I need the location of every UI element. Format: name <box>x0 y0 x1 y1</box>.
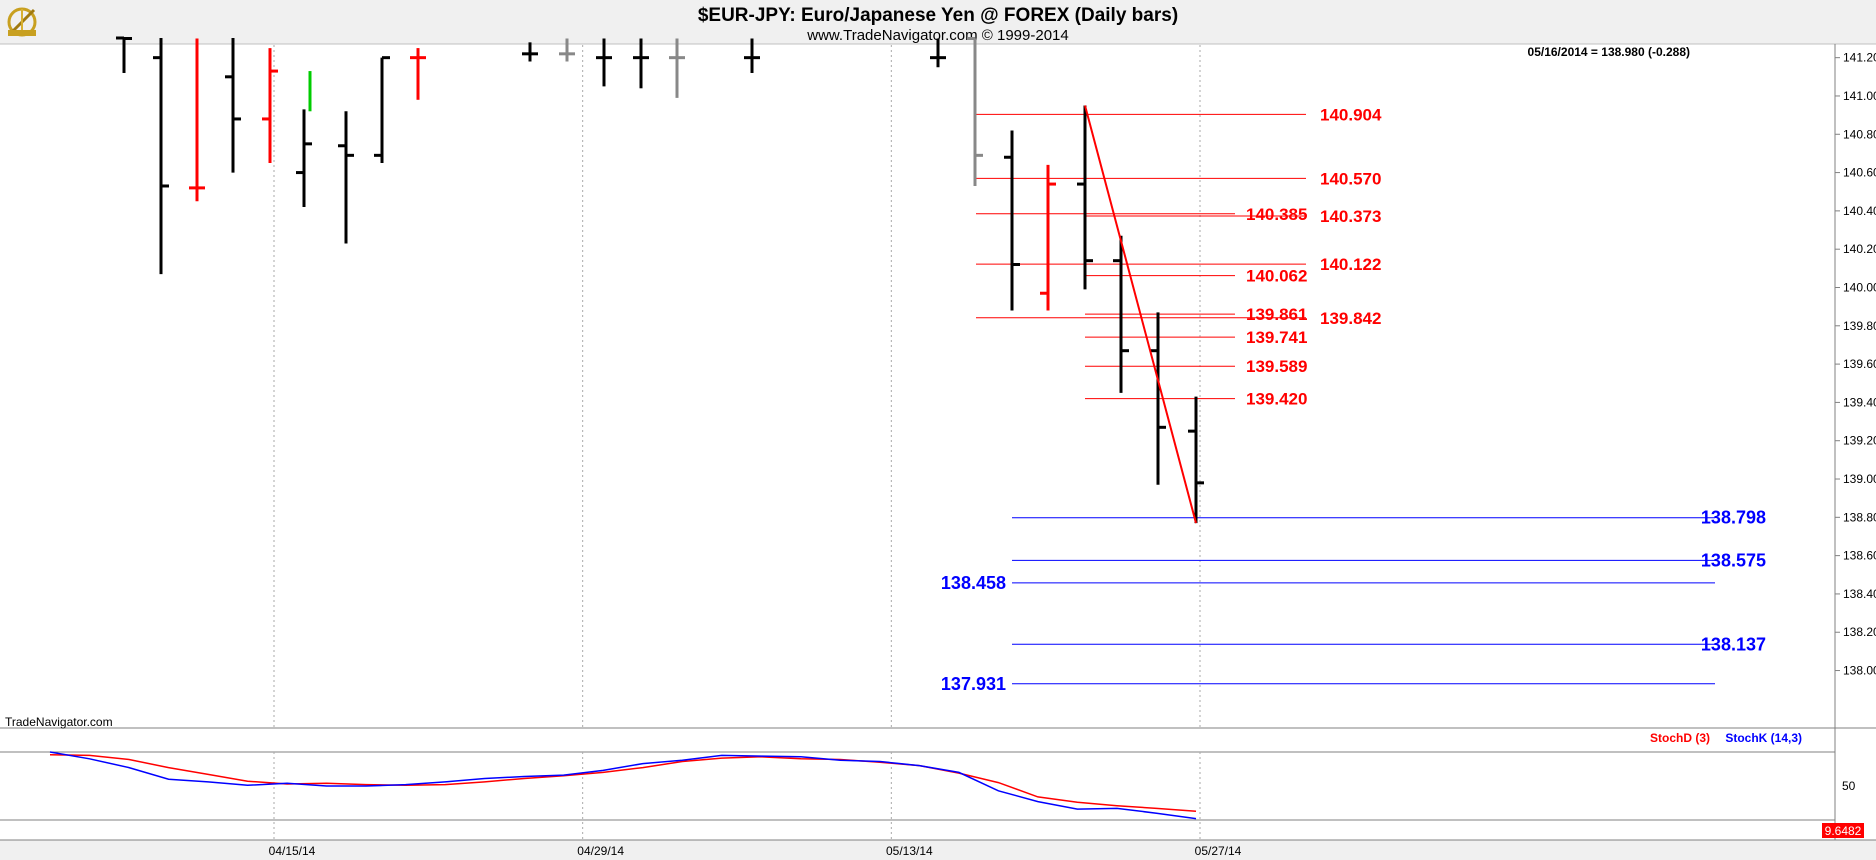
y-tick-label: 138.600 <box>1843 549 1876 563</box>
grid-layer <box>273 45 1201 840</box>
resistance-label: 140.570 <box>1320 169 1381 188</box>
x-tick-label: 05/13/14 <box>886 844 933 858</box>
ohlc-bar[interactable] <box>153 38 169 275</box>
trendline-layer <box>1084 105 1197 524</box>
resistance-label: 139.420 <box>1246 390 1307 409</box>
ohlc-bar[interactable] <box>374 56 390 163</box>
ohlc-bar[interactable] <box>1188 396 1204 524</box>
y-tick-label: 139.200 <box>1843 434 1876 448</box>
y-tick-label: 141.000 <box>1843 89 1876 103</box>
support-label: 137.931 <box>941 674 1006 694</box>
ohlc-bar[interactable] <box>930 38 946 68</box>
y-tick-label: 140.400 <box>1843 204 1876 218</box>
ohlc-bar[interactable] <box>559 38 575 62</box>
stochastic-panel <box>49 751 1197 820</box>
x-tick-label: 04/15/14 <box>269 844 316 858</box>
price-readout: 05/16/2014 = 138.980 (-0.288) <box>1528 45 1690 59</box>
ohlc-bar[interactable] <box>338 111 354 244</box>
y-tick-label: 140.000 <box>1843 280 1876 294</box>
y-tick-label: 138.800 <box>1843 510 1876 524</box>
watermark: TradeNavigator.com <box>5 715 113 729</box>
ohlc-bar[interactable] <box>225 38 241 173</box>
support-label: 138.458 <box>941 573 1006 593</box>
header-bar <box>0 0 1876 44</box>
ohlc-bar[interactable] <box>1113 235 1129 393</box>
y-axis-ticks: 138.000 138.200 138.400 138.600 138.800 139.0… <box>1835 51 1876 678</box>
ohlc-bar[interactable] <box>522 42 538 62</box>
sextant-icon <box>7 7 37 37</box>
resistance-label: 140.385 <box>1246 205 1307 224</box>
x-tick-label: 05/27/14 <box>1195 844 1242 858</box>
ohlc-bar[interactable] <box>262 48 278 163</box>
resistance-label: 139.861 <box>1246 305 1307 324</box>
resistance-label: 139.842 <box>1320 309 1381 328</box>
ohlc-bar[interactable] <box>189 38 205 202</box>
resistance-label: 140.062 <box>1246 267 1307 286</box>
ohlc-bar[interactable] <box>410 48 426 100</box>
y-tick-label: 138.000 <box>1843 664 1876 678</box>
stoch-k-line[interactable] <box>49 751 1197 820</box>
y-tick-label: 138.200 <box>1843 625 1876 639</box>
support-label: 138.137 <box>1701 634 1766 654</box>
ohlc-bar[interactable] <box>967 37 983 186</box>
ohlc-bar[interactable] <box>633 38 649 89</box>
resistance-label: 139.589 <box>1246 357 1307 376</box>
y-tick-label: 141.200 <box>1843 51 1876 65</box>
y-tick-label: 140.200 <box>1843 242 1876 256</box>
resistance-label: 140.122 <box>1320 255 1381 274</box>
ohlc-bar[interactable] <box>1150 312 1166 485</box>
legend-stoch-d[interactable]: StochD (3) <box>1650 731 1710 745</box>
ohlc-bar[interactable] <box>744 38 760 73</box>
y-tick-label: 139.600 <box>1843 357 1876 371</box>
y-tick-label: 140.600 <box>1843 166 1876 180</box>
stoch-d-line[interactable] <box>49 753 1197 812</box>
ohlc-bar[interactable] <box>296 109 312 208</box>
y-tick-label: 138.400 <box>1843 587 1876 601</box>
x-tick-label: 04/29/14 <box>577 844 624 858</box>
ohlc-bar[interactable] <box>669 38 685 98</box>
x-axis-ticks: 04/15/14 04/29/14 05/13/14 05/27/14 <box>269 844 1242 858</box>
ohlc-bar[interactable] <box>1004 130 1020 311</box>
support-label: 138.575 <box>1701 550 1766 570</box>
support-label: 138.798 <box>1701 508 1766 528</box>
ohlc-bar[interactable] <box>596 38 612 87</box>
legend-stoch-k[interactable]: StochK (14,3) <box>1725 731 1802 745</box>
ohlc-bar[interactable] <box>116 36 132 73</box>
fibonacci-levels: 140.904 140.570 140.385 140.373 140.122 140.0… <box>941 105 1766 693</box>
ohlc-bar[interactable] <box>1040 164 1056 311</box>
resistance-label: 140.373 <box>1320 207 1381 226</box>
ohlc-bar[interactable] <box>1077 105 1093 290</box>
price-bars <box>116 36 1204 524</box>
stoch-last-value-badge <box>1822 823 1864 838</box>
trendline[interactable] <box>1084 105 1197 524</box>
y-tick-label: 140.800 <box>1843 127 1876 141</box>
stoch-last-value: 9.6482 <box>1825 824 1862 838</box>
stoch-y-tick: 50 <box>1842 779 1856 793</box>
resistance-label: 140.904 <box>1320 105 1382 124</box>
y-tick-label: 139.000 <box>1843 472 1876 486</box>
y-tick-label: 139.800 <box>1843 319 1876 333</box>
chart-title: $EUR-JPY: Euro/Japanese Yen @ FOREX (Dai… <box>698 5 1178 26</box>
x-axis-bar <box>0 840 1876 860</box>
resistance-label: 139.741 <box>1246 328 1307 347</box>
chart-subtitle: www.TradeNavigator.com © 1999-2014 <box>806 27 1068 44</box>
y-tick-label: 139.400 <box>1843 395 1876 409</box>
